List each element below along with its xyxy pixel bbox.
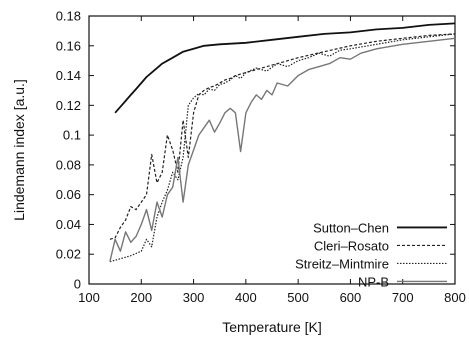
x-tick-label: 600 <box>340 290 362 305</box>
y-tick-label: 0.14 <box>56 68 81 83</box>
x-axis-label: Temperature [K] <box>222 319 322 335</box>
x-tick-label: 800 <box>444 290 466 305</box>
x-tick-label: 300 <box>183 290 205 305</box>
x-tick-label: 200 <box>130 290 152 305</box>
legend: Sutton–Chen Cleri–Rosato Streitz–Mintmire N… <box>295 220 447 289</box>
y-tick-label: 0.16 <box>56 38 81 53</box>
y-tick-label: 0.04 <box>56 217 81 232</box>
y-axis-label: Lindemann index [a.u.] <box>11 79 27 221</box>
legend-label: Sutton–Chen <box>313 220 389 235</box>
series-line-cleri-rosato <box>109 33 456 240</box>
x-tick-label: 100 <box>78 290 100 305</box>
y-tick-label: 0.08 <box>56 157 81 172</box>
y-tick-label: 0.1 <box>63 128 81 143</box>
plot-frame <box>88 15 456 285</box>
legend-label: Streitz–Mintmire <box>295 256 389 271</box>
legend-label: Cleri–Rosato <box>314 238 389 253</box>
y-tick-label: 0.18 <box>56 9 81 24</box>
x-tick-label: 700 <box>392 290 414 305</box>
axis-ticks: 100 200 300 400 500 600 700 800 0 0.02 0.04 0.06 0.0… <box>56 9 466 306</box>
x-tick-label: 400 <box>235 290 257 305</box>
y-tick-label: 0.02 <box>56 247 81 262</box>
series-line-np-b <box>109 37 456 262</box>
y-tick-label: 0.06 <box>56 187 81 202</box>
series-layer <box>109 22 456 263</box>
y-tick-label: 0.12 <box>56 98 81 113</box>
legend-label: NP-B <box>358 274 389 289</box>
series-line-streitz-mintmire <box>109 33 456 263</box>
x-tick-label: 500 <box>287 290 309 305</box>
y-tick-label: 0 <box>74 277 81 292</box>
series-line-sutton-chen <box>114 22 456 114</box>
